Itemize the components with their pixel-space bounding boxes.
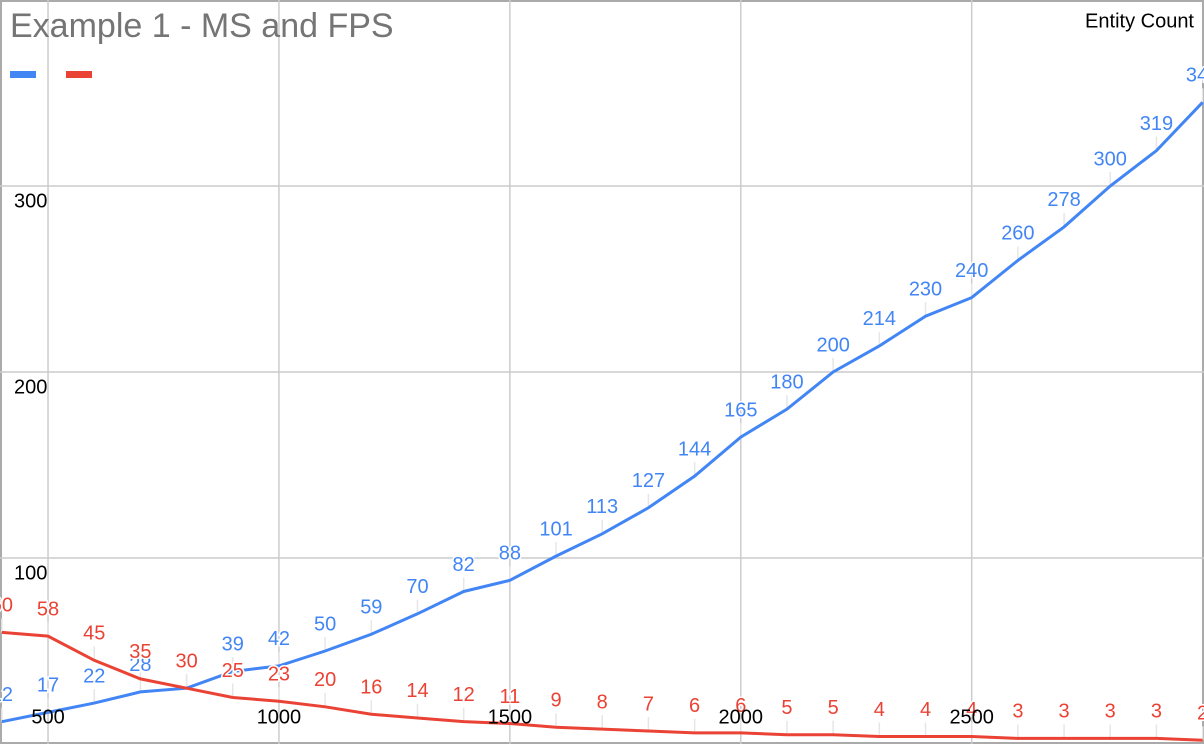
series-line (1, 630, 1203, 742)
data-label: 144 (678, 438, 711, 460)
data-label: 42 (268, 628, 290, 650)
data-label: 23 (268, 664, 290, 686)
data-label: 9 (550, 690, 561, 712)
data-label: 60 (0, 595, 13, 617)
data-label: 127 (632, 470, 665, 492)
data-label: 35 (129, 641, 151, 663)
data-label: 3 (1151, 701, 1162, 723)
data-label: 5 (781, 697, 792, 719)
data-label: 3 (1012, 701, 1023, 723)
x-tick-label: 500 (31, 706, 64, 728)
data-label: 30 (175, 650, 197, 672)
x-tick-label: 1500 (488, 706, 533, 728)
data-label: 200 (816, 334, 849, 356)
data-label: 20 (314, 669, 336, 691)
data-label: 113 (586, 496, 618, 518)
legend-marker (66, 71, 92, 78)
data-label: 58 (37, 598, 59, 620)
data-label: 22 (83, 665, 105, 687)
data-label: 6 (689, 695, 700, 717)
data-label: 88 (499, 543, 521, 565)
data-label: 16 (360, 677, 382, 699)
data-label: 3 (1059, 701, 1070, 723)
chart-title: Example 1 - MS and FPS (10, 7, 394, 45)
data-label: 11 (499, 686, 520, 708)
data-label: 4 (874, 699, 885, 721)
data-label: 14 (406, 680, 428, 702)
data-label: 12 (453, 684, 475, 706)
legend-marker (10, 71, 36, 78)
data-label: 6 (735, 695, 746, 717)
data-label: 5 (828, 697, 839, 719)
data-label: 2 (1197, 703, 1204, 725)
data-label: 39 (222, 634, 244, 656)
data-label: 28 (129, 654, 151, 676)
data-label: 240 (955, 260, 988, 282)
y-tick-label: 100 (14, 562, 47, 584)
data-label: 180 (770, 371, 803, 393)
data-label: 4 (920, 699, 931, 721)
x-tick-label: 2000 (719, 706, 764, 728)
data-label: 165 (724, 399, 757, 421)
data-label: 17 (37, 675, 59, 697)
data-label: 70 (406, 576, 428, 598)
data-label: 82 (453, 554, 475, 576)
x-axis-title: Entity Count (1085, 10, 1194, 32)
data-label: 7 (643, 693, 654, 715)
data-label: 59 (360, 597, 382, 619)
y-tick-label: 300 (14, 190, 47, 212)
data-label: 12 (0, 684, 13, 706)
data-label: 50 (314, 613, 336, 635)
data-label: 230 (909, 278, 942, 300)
data-label: 260 (1001, 223, 1034, 245)
x-tick-label: 1000 (257, 706, 302, 728)
data-label: 101 (539, 518, 572, 540)
data-label: 3 (1105, 701, 1116, 723)
data-label: 319 (1140, 113, 1173, 135)
data-label: 278 (1047, 189, 1080, 211)
data-label: 4 (966, 699, 977, 721)
data-label: 214 (863, 308, 896, 330)
data-label: 8 (597, 691, 608, 713)
series-line (1, 101, 1204, 724)
y-tick-label: 200 (14, 376, 47, 398)
x-tick-label: 2500 (949, 706, 994, 728)
data-label: 345 (1186, 65, 1204, 87)
data-label: 45 (83, 623, 105, 645)
data-label: 30 (175, 650, 197, 672)
data-label: 25 (222, 660, 244, 682)
data-label: 300 (1094, 148, 1127, 170)
